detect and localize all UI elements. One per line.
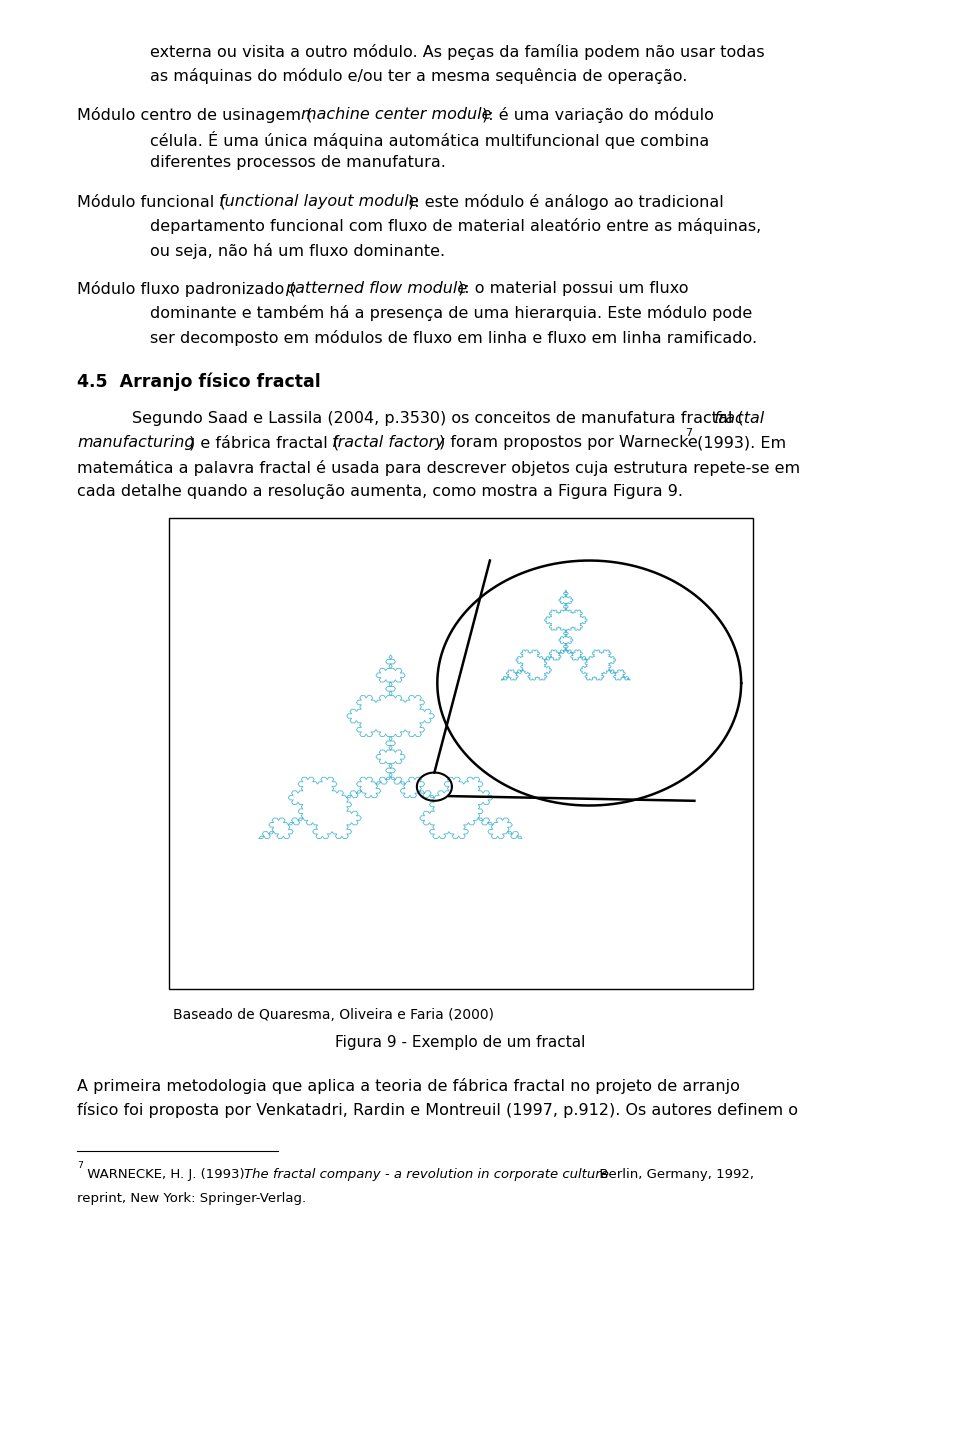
Text: fractal: fractal xyxy=(714,411,765,426)
FancyBboxPatch shape xyxy=(169,518,753,989)
Text: functional layout module: functional layout module xyxy=(219,194,419,210)
Text: ): o material possui um fluxo: ): o material possui um fluxo xyxy=(459,281,689,296)
Text: físico foi proposta por Venkatadri, Rardin e Montreuil (1997, p.912). Os autores: físico foi proposta por Venkatadri, Rard… xyxy=(77,1101,798,1119)
Text: Figura 9 - Exemplo de um fractal: Figura 9 - Exemplo de um fractal xyxy=(335,1035,586,1050)
Text: externa ou visita a outro módulo. As peças da família podem não usar todas: externa ou visita a outro módulo. As peç… xyxy=(151,45,765,60)
Text: ou seja, não há um fluxo dominante.: ou seja, não há um fluxo dominante. xyxy=(151,243,445,258)
Text: ): este módulo é análogo ao tradicional: ): este módulo é análogo ao tradicional xyxy=(408,194,724,210)
Text: The fractal company - a revolution in corporate culture: The fractal company - a revolution in co… xyxy=(245,1167,610,1180)
Text: . Berlin, Germany, 1992,: . Berlin, Germany, 1992, xyxy=(591,1167,755,1180)
Text: Segundo Saad e Lassila (2004, p.3530) os conceitos de manufatura fractal (: Segundo Saad e Lassila (2004, p.3530) os… xyxy=(132,411,744,426)
Text: diferentes processos de manufatura.: diferentes processos de manufatura. xyxy=(151,155,446,171)
Text: matemática a palavra fractal é usada para descrever objetos cuja estrutura repet: matemática a palavra fractal é usada par… xyxy=(77,460,801,475)
Text: Módulo fluxo padronizado (: Módulo fluxo padronizado ( xyxy=(77,281,296,297)
Text: Módulo centro de usinagem (: Módulo centro de usinagem ( xyxy=(77,106,313,123)
Text: fractal factory: fractal factory xyxy=(332,435,444,451)
Text: departamento funcional com fluxo de material aleatório entre as máquinas,: departamento funcional com fluxo de mate… xyxy=(151,218,761,234)
Text: ) foram propostos por Warnecke: ) foram propostos por Warnecke xyxy=(439,435,698,451)
Text: (1993). Em: (1993). Em xyxy=(692,435,786,451)
Text: patterned flow module: patterned flow module xyxy=(285,281,468,296)
Text: manufacturing: manufacturing xyxy=(77,435,195,451)
Text: 7: 7 xyxy=(77,1160,84,1169)
Text: dominante e também há a presença de uma hierarquia. Este módulo pode: dominante e também há a presença de uma … xyxy=(151,306,753,322)
Text: Módulo funcional (: Módulo funcional ( xyxy=(77,194,226,210)
Text: reprint, New York: Springer-Verlag.: reprint, New York: Springer-Verlag. xyxy=(77,1192,306,1205)
Text: WARNECKE, H. J. (1993).: WARNECKE, H. J. (1993). xyxy=(83,1167,252,1180)
Text: ser decomposto em módulos de fluxo em linha e fluxo em linha ramificado.: ser decomposto em módulos de fluxo em li… xyxy=(151,330,757,346)
Text: A primeira metodologia que aplica a teoria de fábrica fractal no projeto de arra: A primeira metodologia que aplica a teor… xyxy=(77,1078,740,1094)
Text: ): é uma variação do módulo: ): é uma variação do módulo xyxy=(482,106,714,123)
Text: cada detalhe quando a resolução aumenta, como mostra a Figura Figura 9.: cada detalhe quando a resolução aumenta,… xyxy=(77,484,684,498)
Text: as máquinas do módulo e/ou ter a mesma sequência de operação.: as máquinas do módulo e/ou ter a mesma s… xyxy=(151,69,687,85)
Text: célula. É uma única máquina automática multifuncional que combina: célula. É uma única máquina automática m… xyxy=(151,131,709,149)
Text: ) e fábrica fractal (: ) e fábrica fractal ( xyxy=(189,435,339,451)
Text: 7: 7 xyxy=(684,428,692,438)
Text: Baseado de Quaresma, Oliveira e Faria (2000): Baseado de Quaresma, Oliveira e Faria (2… xyxy=(173,1008,494,1022)
Text: machine center module: machine center module xyxy=(301,106,492,122)
Text: 4.5  Arranjo físico fractal: 4.5 Arranjo físico fractal xyxy=(77,372,321,391)
